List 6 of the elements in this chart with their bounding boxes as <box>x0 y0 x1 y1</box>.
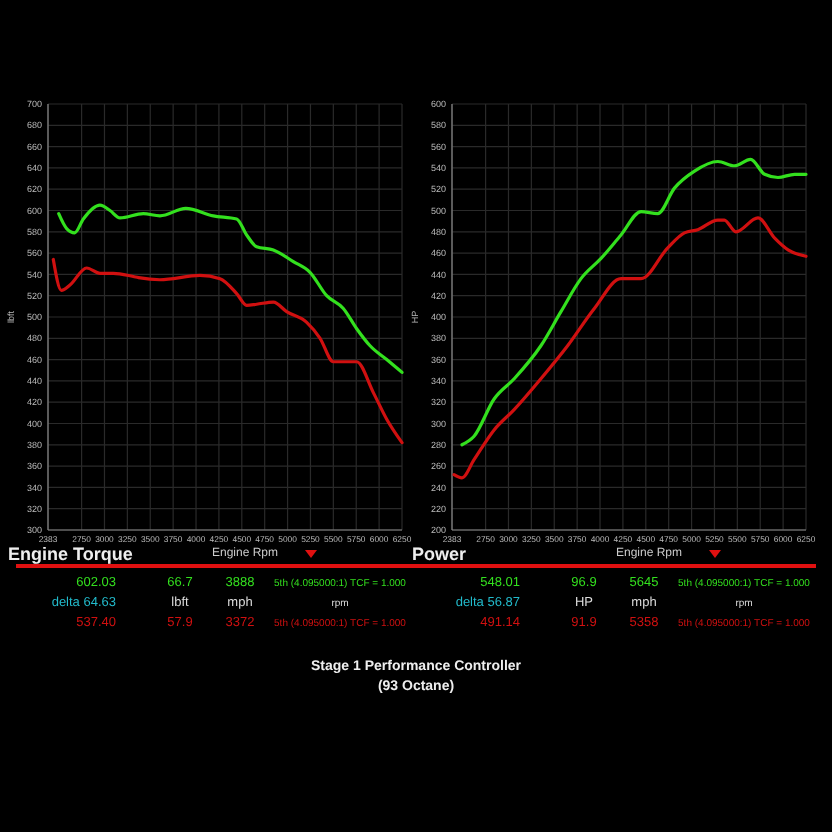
line-series <box>51 257 404 445</box>
line-series <box>57 203 404 374</box>
text: Power <box>412 544 468 564</box>
text: Engine Torque <box>8 544 133 564</box>
line-series <box>460 157 808 447</box>
line-series <box>452 216 808 480</box>
